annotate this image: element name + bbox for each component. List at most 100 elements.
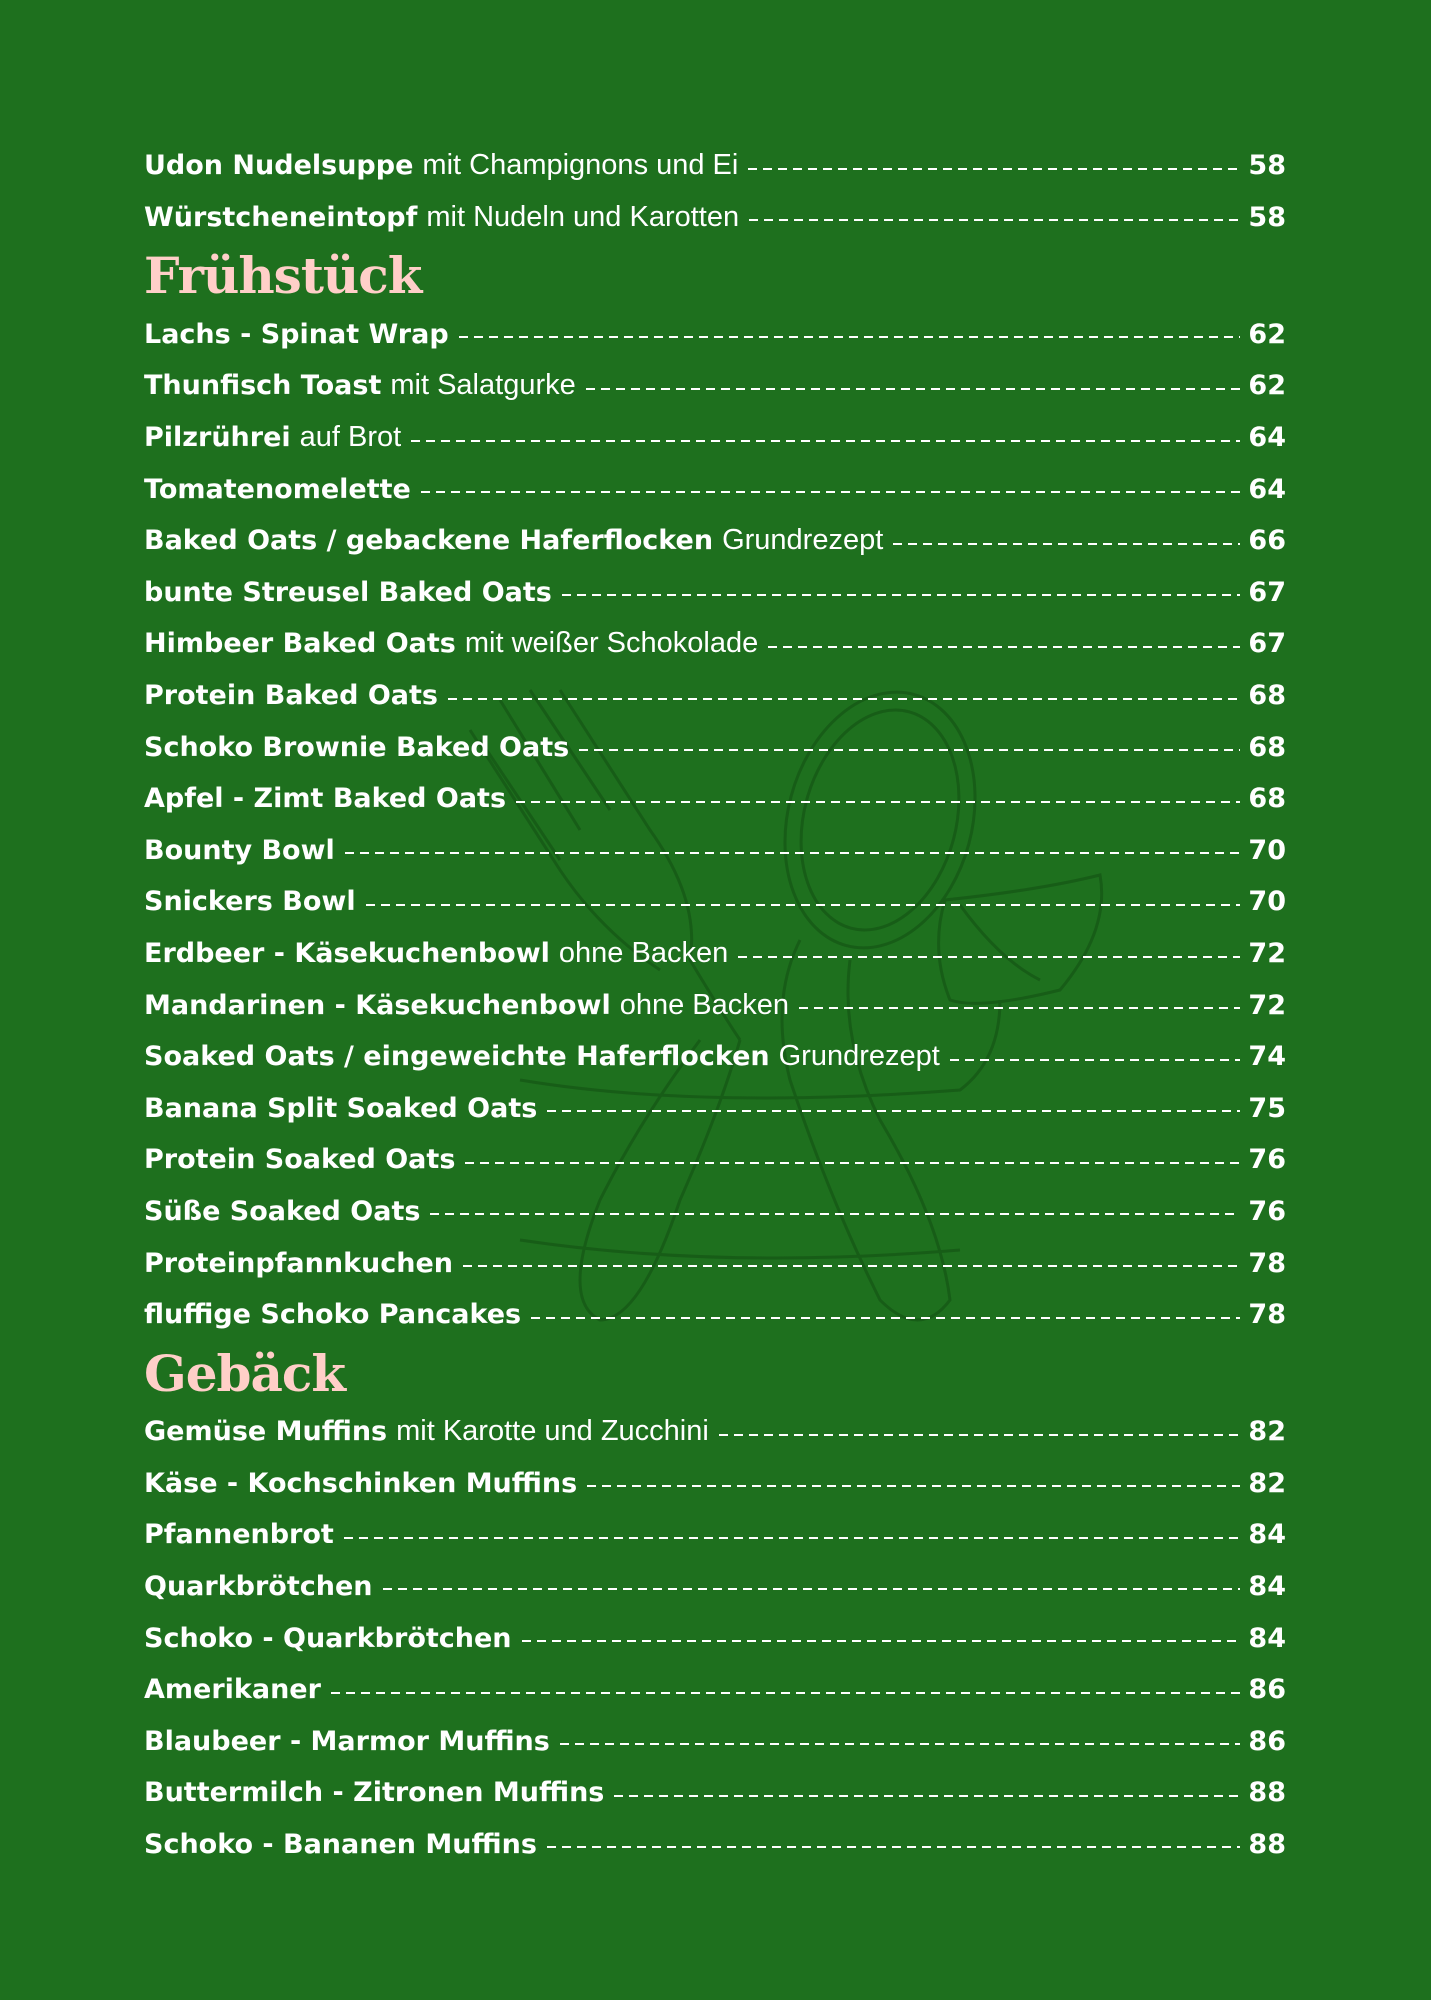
entry-title: Blaubeer - Marmor Muffins (144, 1725, 550, 1757)
section-heading: Frühstück (144, 246, 422, 306)
toc-entry[interactable]: Amerikaner 86 (144, 1664, 1286, 1716)
dot-leader (343, 1536, 1241, 1539)
toc-entry[interactable]: Lachs - Spinat Wrap 62 (144, 309, 1286, 361)
entry-title: Gemüse Muffins (144, 1416, 388, 1448)
dot-leader (614, 1794, 1241, 1797)
entry-title: Baked Oats / gebackene Haferflocken (144, 525, 714, 557)
toc-entry[interactable]: Thunfisch Toast mit Salatgurke 62 (144, 360, 1286, 412)
dot-leader (420, 491, 1241, 494)
entry-note: ohne Backen (619, 988, 790, 1021)
toc-entry[interactable]: Proteinpfannkuchen 78 (144, 1237, 1286, 1289)
page-number: 58 (1248, 201, 1286, 233)
section-heading: Gebäck (144, 1343, 346, 1403)
entry-title: Mandarinen - Käsekuchenbowl (144, 989, 611, 1021)
entry-title: Lachs - Spinat Wrap (144, 318, 449, 350)
toc-entry[interactable]: Apfel - Zimt Baked Oats 68 (144, 773, 1286, 825)
dot-leader (738, 955, 1241, 958)
page-number: 84 (1248, 1519, 1286, 1551)
dot-leader (718, 1433, 1241, 1436)
entry-title: Schoko Brownie Baked Oats (144, 731, 570, 763)
toc-entry[interactable]: Baked Oats / gebackene Haferflocken Grund… (144, 515, 1286, 567)
toc-entry[interactable]: Pilzrührei auf Brot 64 (144, 412, 1286, 464)
toc-entry[interactable]: Bounty Bowl 70 (144, 825, 1286, 877)
page-number: 62 (1248, 370, 1286, 402)
toc-entry[interactable]: Gemüse Muffins mit Karotte und Zucchini 82 (144, 1406, 1286, 1458)
toc-entry[interactable]: Schoko - Quarkbrötchen 84 (144, 1612, 1286, 1664)
toc-entry[interactable]: Pfannenbrot 84 (144, 1509, 1286, 1561)
dot-leader (579, 749, 1241, 752)
entry-note: mit Salatgurke (390, 369, 576, 402)
page-number: 82 (1248, 1467, 1286, 1499)
toc-entry[interactable]: Schoko - Bananen Muffins 88 (144, 1819, 1286, 1871)
page-number: 64 (1248, 473, 1286, 505)
entry-title: Quarkbrötchen (144, 1570, 373, 1602)
dot-leader (382, 1588, 1241, 1591)
toc-entry[interactable]: fluffige Schoko Pancakes 78 (144, 1289, 1286, 1341)
entry-note: Grundrezept (722, 524, 884, 557)
entry-title: Tomatenomelette (144, 473, 411, 505)
toc-entry[interactable]: Buttermilch - Zitronen Muffins 88 (144, 1767, 1286, 1819)
page-number: 76 (1248, 1144, 1286, 1176)
page-number: 78 (1248, 1247, 1286, 1279)
page-number: 86 (1248, 1725, 1286, 1757)
page-number: 68 (1248, 783, 1286, 815)
dot-leader (465, 1161, 1241, 1164)
dot-leader (516, 800, 1241, 803)
toc-entry[interactable]: Käse - Kochschinken Muffins 82 (144, 1457, 1286, 1509)
entry-title: Bounty Bowl (144, 834, 335, 866)
entry-title: Pfannenbrot (144, 1519, 334, 1551)
toc-entry[interactable]: Mandarinen - Käsekuchenbowl ohne Backen 72 (144, 979, 1286, 1031)
toc-entry[interactable]: Quarkbrötchen 84 (144, 1561, 1286, 1613)
entry-title: Käse - Kochschinken Muffins (144, 1467, 578, 1499)
page-number: 82 (1248, 1416, 1286, 1448)
entry-title: Thunfisch Toast (144, 370, 382, 402)
entry-note: mit Nudeln und Karotten (426, 200, 740, 233)
toc-entry[interactable]: Soaked Oats / eingeweichte Haferflocken G… (144, 1031, 1286, 1083)
dot-leader (430, 1213, 1241, 1216)
toc-entry[interactable]: Banana Split Soaked Oats 75 (144, 1082, 1286, 1134)
dot-leader (749, 219, 1241, 222)
page-number: 67 (1248, 628, 1286, 660)
entry-title: Proteinpfannkuchen (144, 1247, 454, 1279)
dot-leader (521, 1640, 1241, 1643)
dot-leader (768, 645, 1241, 648)
toc-entry[interactable]: Himbeer Baked Oats mit weißer Schokolade 6… (144, 618, 1286, 670)
entry-title: Snickers Bowl (144, 886, 356, 918)
toc-entry[interactable]: Snickers Bowl 70 (144, 876, 1286, 928)
entry-note: auf Brot (299, 421, 402, 454)
toc-entry[interactable]: Protein Soaked Oats 76 (144, 1134, 1286, 1186)
entry-title: Apfel - Zimt Baked Oats (144, 783, 507, 815)
dot-leader (546, 1846, 1241, 1849)
dot-leader (587, 1485, 1241, 1488)
dot-leader (531, 1316, 1241, 1319)
page-number: 84 (1248, 1570, 1286, 1602)
page-number: 72 (1248, 989, 1286, 1021)
page-number: 84 (1248, 1622, 1286, 1654)
entry-title: Buttermilch - Zitronen Muffins (144, 1777, 605, 1809)
entry-title: Schoko - Bananen Muffins (144, 1828, 537, 1860)
table-of-contents: Udon Nudelsuppe mit Champignons und Ei 58 W… (144, 140, 1286, 1870)
page-number: 70 (1248, 834, 1286, 866)
dot-leader (463, 1265, 1241, 1268)
page-number: 76 (1248, 1195, 1286, 1227)
toc-entry[interactable]: Protein Baked Oats 68 (144, 670, 1286, 722)
toc-entry[interactable]: Tomatenomelette 64 (144, 463, 1286, 515)
toc-entry[interactable]: bunte Streusel Baked Oats 67 (144, 567, 1286, 619)
entry-note: ohne Backen (558, 937, 729, 969)
page-number: 67 (1248, 576, 1286, 608)
page-number: 86 (1248, 1674, 1286, 1706)
toc-entry[interactable]: Udon Nudelsuppe mit Champignons und Ei 58 (144, 140, 1286, 192)
toc-entry[interactable]: Blaubeer - Marmor Muffins 86 (144, 1715, 1286, 1767)
toc-entry[interactable]: Süße Soaked Oats 76 (144, 1186, 1286, 1238)
dot-leader (799, 1007, 1241, 1010)
page-number: 78 (1248, 1299, 1286, 1331)
page-number: 68 (1248, 731, 1286, 763)
entry-title: Protein Soaked Oats (144, 1144, 456, 1176)
toc-entry[interactable]: Würstcheneintopf mit Nudeln und Karotten 5… (144, 192, 1286, 244)
toc-entry[interactable]: Erdbeer - Käsekuchenbowl ohne Backen 72 (144, 928, 1286, 980)
toc-entry[interactable]: Schoko Brownie Baked Oats 68 (144, 721, 1286, 773)
dot-leader (559, 1743, 1241, 1746)
dot-leader (447, 697, 1241, 700)
entry-title: Würstcheneintopf (144, 201, 418, 233)
entry-title: fluffige Schoko Pancakes (144, 1299, 522, 1331)
